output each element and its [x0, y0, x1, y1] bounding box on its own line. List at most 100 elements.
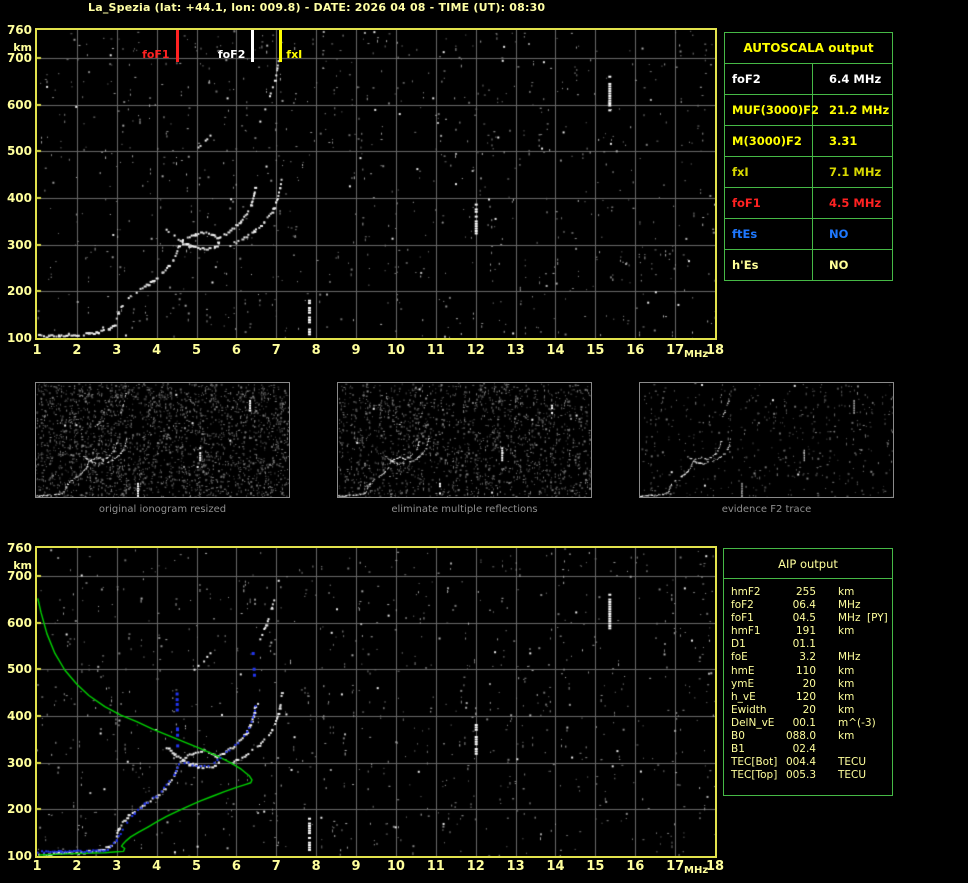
- autoscala-row-hes: h'Es NO: [725, 250, 892, 280]
- autoscala-param-label: M(3000)F2: [725, 126, 813, 156]
- km-unit-label-bottom: km: [13, 559, 32, 572]
- aip-row-hme: hmE 110 km: [724, 665, 892, 678]
- y-tick-500-bottom: 500: [6, 662, 32, 677]
- y-tick-100-bottom: 100: [6, 849, 32, 863]
- aip-row-fof2: foF2 06.4 MHz: [724, 599, 892, 612]
- thumbnail-caption-evidence: evidence F2 trace: [721, 504, 812, 515]
- thumbnail-caption-eliminate: eliminate multiple reflections: [391, 504, 538, 515]
- aip-param-unit: km: [838, 664, 855, 677]
- aip-param-unit: MHz: [838, 651, 861, 664]
- autoscala-row-fof2: foF2 6.4 MHz: [725, 64, 892, 95]
- aip-param-label: DelN_vE: [731, 716, 775, 729]
- aip-row-foe: foE 3.2 MHz: [724, 651, 892, 664]
- aip-table-body: hmF2 255 km foF2 06.4 MHz foF1 04.5 MHz [PY] hmF1 1…: [724, 586, 892, 782]
- x-tick-14-top: 14: [546, 343, 565, 358]
- aip-param-label: TEC[Top]: [731, 769, 778, 782]
- aip-param-unit: km: [838, 730, 855, 743]
- x-tick-2-bottom: 2: [72, 859, 82, 874]
- ionogram-plot-canvas: [37, 30, 715, 338]
- autoscala-table-header: AUTOSCALA output: [725, 33, 892, 64]
- autoscala-row-ftes: ftEs NO: [725, 219, 892, 250]
- aip-param-label: foF1: [731, 612, 754, 625]
- aip-row-delnve: DelN_vE 00.1 m^(-3): [724, 717, 892, 730]
- aip-param-value: 20: [802, 677, 816, 690]
- x-tick-2-top: 2: [72, 343, 82, 358]
- aip-param-label: hmF2: [731, 586, 761, 598]
- aip-row-fof1: foF1 04.5 MHz [PY]: [724, 612, 892, 625]
- y-tick-100-top: 100: [6, 331, 32, 345]
- autoscala-row-m3000f2: M(3000)F2 3.31: [725, 126, 892, 157]
- aip-row-b0: B0 088.0 km: [724, 730, 892, 743]
- aip-row-tectop: TEC[Top] 005.3 TECU: [724, 769, 892, 782]
- x-tick-1-bottom: 1: [32, 859, 42, 874]
- thumbnail-original-ionogram: [35, 382, 290, 498]
- autoscala-param-label: h'Es: [725, 250, 813, 280]
- x-tick-15-bottom: 15: [586, 859, 605, 874]
- x-tick-9-top: 9: [351, 343, 361, 358]
- autoscala-row-muf3000f2: MUF(3000)F2 21.2 MHz: [725, 95, 892, 126]
- aip-param-label: h_vE: [731, 690, 756, 703]
- aip-param-value: 088.0: [785, 730, 816, 743]
- aip-param-label: Ewidth: [731, 703, 767, 716]
- autoscala-row-fxi: fxI 7.1 MHz: [725, 157, 892, 188]
- aip-param-value: 191: [795, 625, 816, 638]
- x-tick-4-bottom: 4: [152, 859, 162, 874]
- aip-row-hmf1: hmF1 191 km: [724, 625, 892, 638]
- thumbnail-eliminate-reflections: [337, 382, 592, 498]
- x-tick-7-bottom: 7: [271, 859, 281, 874]
- station-title: La_Spezia (lat: +44.1, lon: 009.8) - DAT…: [88, 1, 546, 14]
- x-tick-14-bottom: 14: [546, 859, 565, 874]
- x-tick-12-bottom: 12: [466, 859, 485, 874]
- aip-param-label: D1: [731, 638, 746, 651]
- x-tick-13-bottom: 13: [506, 859, 525, 874]
- aip-param-unit: km: [838, 690, 855, 703]
- aip-param-value: 255: [795, 586, 816, 598]
- y-tick-700-top: 700: [6, 51, 32, 65]
- aip-param-value: 110: [795, 664, 816, 677]
- aip-row-b1: B1 02.4: [724, 743, 892, 756]
- aip-param-unit: km: [838, 586, 855, 598]
- aip-param-unit: TECU: [838, 769, 867, 782]
- fof2-marker-line: [251, 30, 255, 62]
- autoscala-param-label: fxI: [725, 157, 813, 187]
- x-tick-18-bottom: 18: [705, 859, 725, 874]
- profile-plot-frame: [35, 546, 717, 858]
- x-tick-1-top: 1: [32, 343, 42, 358]
- x-tick-15-top: 15: [586, 343, 605, 358]
- autoscala-param-value: NO: [829, 258, 849, 272]
- thumbnail-caption-original: original ionogram resized: [98, 504, 227, 515]
- profile-plot-canvas: [37, 548, 715, 856]
- x-tick-10-top: 10: [386, 343, 405, 358]
- thumbnail-canvas-eliminate: [338, 383, 591, 497]
- x-tick-9-bottom: 9: [351, 859, 361, 874]
- aip-row-hve: h_vE 120 km: [724, 691, 892, 704]
- fof1-marker-label: foF1: [142, 48, 170, 61]
- aip-param-label: foF2: [731, 599, 754, 612]
- aip-output-table: AIP output hmF2 255 km foF2 06.4 MHz foF1 04.5 M…: [723, 548, 893, 796]
- autoscala-row-fof1: foF1 4.5 MHz: [725, 188, 892, 219]
- aip-row-yme: ymE 20 km: [724, 678, 892, 691]
- aip-param-value: 004.4: [785, 756, 816, 769]
- autoscala-param-label: foF1: [725, 188, 813, 218]
- aip-row-ewidth: Ewidth 20 km: [724, 704, 892, 717]
- x-tick-8-bottom: 8: [311, 859, 321, 874]
- aip-param-value: 01.1: [792, 638, 816, 651]
- x-tick-11-bottom: 11: [426, 859, 445, 874]
- mhz-unit-label-bottom: MHz: [684, 865, 709, 876]
- y-tick-760-bottom: 760: [6, 541, 32, 555]
- aip-param-value: 06.4: [792, 599, 816, 612]
- x-tick-6-bottom: 6: [231, 859, 241, 874]
- fof2-marker-label: foF2: [217, 48, 246, 61]
- y-tick-200-bottom: 200: [6, 802, 32, 817]
- autoscala-param-value: 6.4 MHz: [829, 72, 882, 86]
- y-tick-760-top: 760: [6, 23, 32, 37]
- aip-row-d1: D1 01.1: [724, 638, 892, 651]
- x-tick-8-top: 8: [311, 343, 321, 358]
- y-tick-400-bottom: 400: [6, 709, 32, 723]
- x-tick-5-bottom: 5: [191, 859, 202, 874]
- x-tick-4-top: 4: [152, 343, 162, 358]
- x-tick-17-top: 17: [666, 343, 685, 358]
- thumbnail-evidence-f2: [639, 382, 894, 498]
- x-tick-3-bottom: 3: [112, 859, 122, 874]
- y-tick-200-top: 200: [6, 284, 32, 299]
